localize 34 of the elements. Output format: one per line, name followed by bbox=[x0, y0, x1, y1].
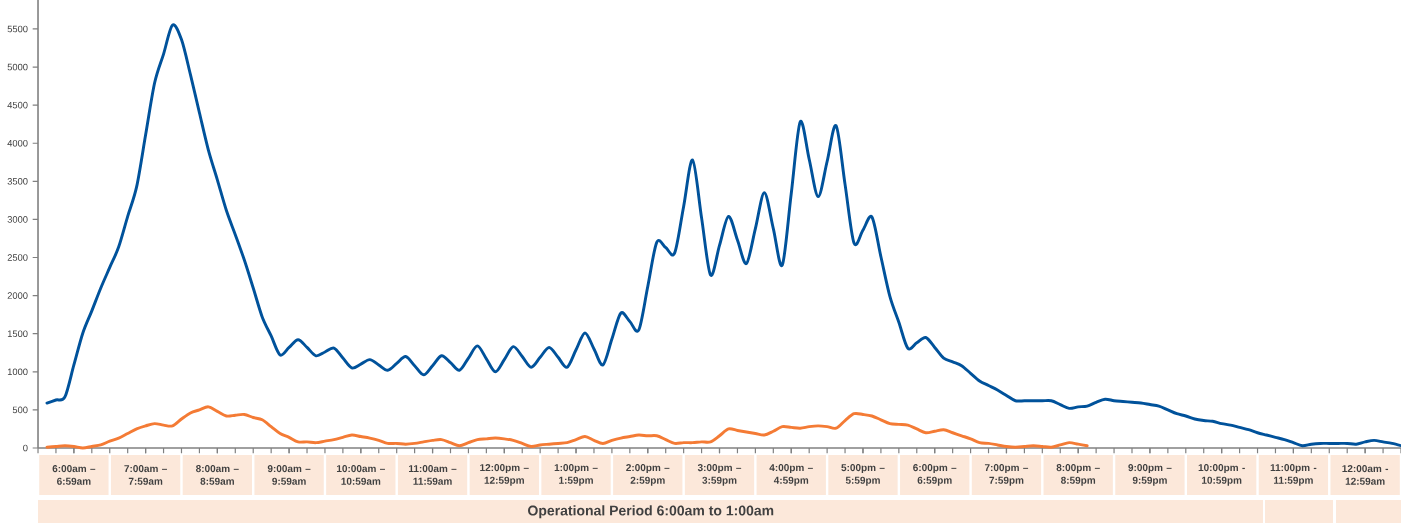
y-tick-label: 5000 bbox=[7, 63, 28, 71]
x-tick-label: 6:00pm – 6:59pm bbox=[913, 464, 957, 486]
line-series bbox=[45, 23, 1401, 448]
y-tick-label: 500 bbox=[12, 406, 28, 414]
line-series bbox=[45, 405, 1089, 450]
y-tick-label: 2000 bbox=[7, 292, 28, 299]
x-tick-label: 1:00pm – 1:59pm bbox=[554, 464, 598, 486]
y-tick-label: 3500 bbox=[7, 178, 28, 185]
y-tick-label: 1500 bbox=[7, 330, 28, 337]
x-tick-label: 11:00am – 11:59am bbox=[409, 465, 457, 485]
x-tick-label: 7:00am – 7:59am bbox=[124, 465, 167, 485]
x-tick-label: 7:00pm – 7:59pm bbox=[984, 464, 1029, 486]
x-tick-label: 6:00am – 6:59am bbox=[52, 465, 96, 485]
x-tick-label: 10:00pm - 10:59pm bbox=[1198, 464, 1245, 486]
x-tick-label: 12:00am - 12:59am bbox=[1342, 465, 1389, 485]
y-tick-label: 2500 bbox=[7, 254, 28, 261]
x-tick-label: 8:00pm – 8:59pm bbox=[1056, 464, 1100, 486]
y-tick-label: 3000 bbox=[7, 216, 28, 223]
y-tick-label: 1000 bbox=[7, 368, 28, 376]
x-tick-label: 11:00pm - 11:59pm bbox=[1270, 464, 1317, 486]
x-tick-label: 12:00pm – 12:59pm bbox=[480, 464, 529, 486]
x-tick-label: 10:00am – 10:59am bbox=[336, 465, 385, 485]
x-tick-label: 5:00pm – 5:59pm bbox=[841, 464, 885, 486]
y-tick-label: 4500 bbox=[7, 101, 28, 109]
x-tick-label: 9:00am – 9:59am bbox=[267, 465, 311, 485]
x-tick-label: 4:00pm – 4:59pm bbox=[769, 464, 813, 486]
x-tick-label: 9:00pm – 9:59pm bbox=[1128, 464, 1172, 486]
y-tick-label: 4000 bbox=[7, 139, 28, 147]
y-tick-label: 0 bbox=[23, 444, 28, 452]
x-tick-label: 3:00pm – 3:59pm bbox=[697, 464, 742, 486]
x-tick-label: 8:00am – 8:59am bbox=[195, 465, 239, 485]
x-tick-label: 2:00pm – 2:59pm bbox=[626, 464, 670, 486]
x-axis-title: Operational Period 6:00am to 1:00am bbox=[528, 505, 774, 519]
y-tick-label: 5500 bbox=[7, 25, 28, 33]
